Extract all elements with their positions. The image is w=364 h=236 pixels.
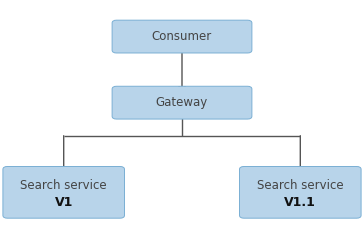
- Text: Consumer: Consumer: [152, 30, 212, 43]
- Text: Gateway: Gateway: [156, 96, 208, 109]
- FancyBboxPatch shape: [3, 167, 124, 218]
- FancyBboxPatch shape: [112, 86, 252, 119]
- Text: Search service: Search service: [20, 179, 107, 192]
- FancyBboxPatch shape: [240, 167, 361, 218]
- Text: V1: V1: [55, 196, 73, 209]
- FancyBboxPatch shape: [112, 20, 252, 53]
- Text: Search service: Search service: [257, 179, 344, 192]
- Text: V1.1: V1.1: [284, 196, 316, 209]
